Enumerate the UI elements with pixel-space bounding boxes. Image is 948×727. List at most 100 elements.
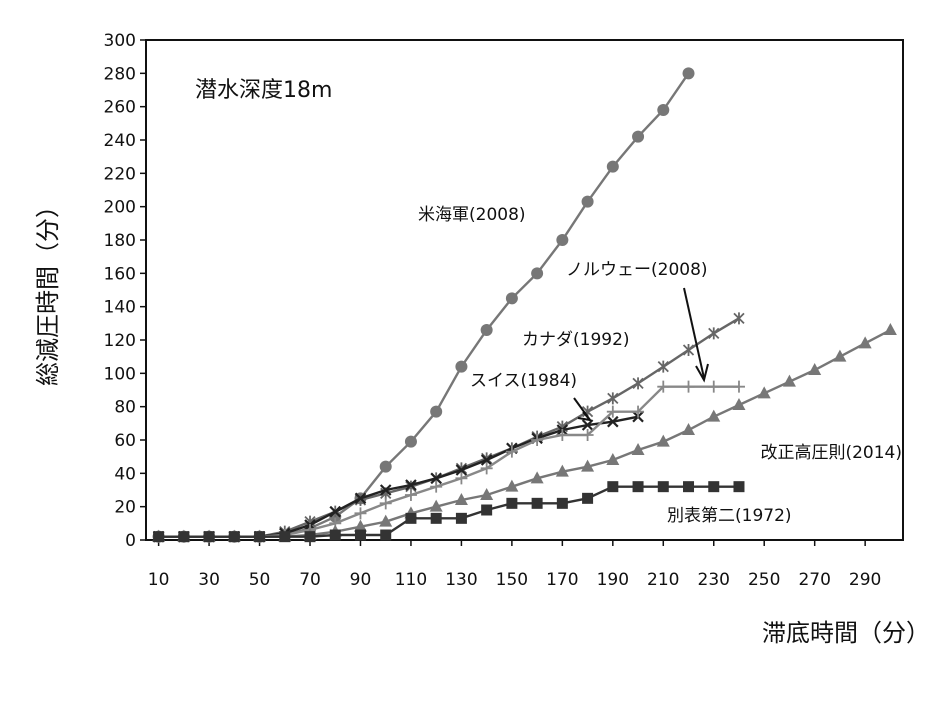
data-point	[582, 492, 594, 504]
data-point	[455, 472, 468, 485]
data-point	[883, 323, 897, 335]
y-tick-label: 40	[114, 464, 136, 484]
data-point	[606, 453, 620, 465]
x-tick-label: 10	[148, 570, 170, 590]
data-point	[379, 484, 392, 496]
data-point	[555, 464, 569, 477]
data-point	[354, 507, 367, 520]
x-tick-label: 270	[798, 570, 830, 590]
data-point	[178, 531, 190, 543]
data-point	[732, 398, 746, 410]
data-point	[379, 514, 393, 527]
data-point	[858, 336, 872, 349]
data-point	[581, 419, 594, 431]
data-point	[657, 380, 670, 393]
data-point	[581, 195, 594, 208]
data-point	[530, 471, 544, 484]
y-tick-label: 300	[104, 31, 136, 51]
y-tick-label: 220	[104, 164, 136, 184]
data-point	[682, 380, 695, 393]
x-tick-label: 250	[748, 570, 780, 590]
x-tick-label: 90	[350, 570, 372, 590]
data-point	[379, 460, 392, 473]
plot-area	[145, 39, 904, 541]
series-3	[152, 410, 644, 543]
data-point	[405, 479, 417, 491]
data-point	[531, 434, 544, 446]
data-point	[682, 423, 696, 435]
data-point	[556, 234, 569, 246]
data-point	[455, 360, 468, 373]
data-point	[657, 481, 669, 493]
data-point	[481, 504, 493, 516]
data-point	[505, 292, 518, 305]
data-point	[329, 505, 342, 518]
x-tick-label: 210	[647, 570, 679, 590]
data-point	[733, 312, 745, 325]
x-tick-label: 30	[198, 570, 220, 590]
y-axis-title: 総減圧時間（分）	[34, 194, 62, 386]
data-point	[732, 380, 745, 393]
data-point	[404, 435, 417, 448]
y-tick-label: 80	[114, 398, 136, 418]
data-point	[455, 512, 467, 524]
data-point	[505, 445, 518, 458]
x-tick-label: 230	[698, 570, 730, 590]
series-1	[152, 67, 695, 543]
data-point	[556, 429, 569, 441]
x-axis-title: 滞底時間（分）	[762, 619, 930, 647]
series-6	[153, 481, 745, 543]
series-label-1: 米海軍(2008)	[418, 205, 526, 225]
series-label-6: 別表第二(1972)	[667, 506, 792, 526]
data-point	[404, 489, 417, 501]
data-point	[153, 531, 165, 543]
data-point	[279, 531, 291, 543]
data-point	[353, 519, 367, 532]
data-point	[607, 481, 619, 493]
data-point	[430, 472, 442, 485]
data-point	[707, 380, 720, 393]
series-label-2: カナダ(1992)	[522, 330, 630, 350]
x-tick-label: 110	[395, 570, 427, 590]
y-tick-label: 140	[104, 298, 136, 318]
data-point	[733, 481, 745, 493]
data-point	[757, 386, 771, 399]
data-point	[683, 481, 695, 493]
data-point	[430, 405, 443, 418]
data-point	[531, 497, 543, 509]
data-point	[455, 464, 468, 476]
data-point	[429, 499, 443, 512]
data-point	[632, 377, 644, 390]
arrow-norway	[683, 287, 705, 379]
data-point	[304, 531, 316, 543]
data-point	[454, 493, 468, 505]
data-point	[808, 363, 822, 375]
data-point	[631, 443, 645, 455]
y-tick-label: 100	[104, 364, 136, 384]
data-point	[607, 415, 619, 428]
data-point	[606, 405, 619, 418]
y-tick-label: 260	[104, 98, 136, 118]
data-point	[430, 480, 443, 493]
x-tick-label: 170	[546, 570, 578, 590]
data-point	[228, 531, 240, 543]
series-line	[158, 385, 739, 538]
series-line	[158, 72, 690, 538]
y-tick-label: 240	[104, 131, 136, 151]
data-point	[782, 374, 796, 387]
data-point	[657, 104, 670, 116]
y-tick-label: 60	[114, 431, 136, 451]
data-point	[657, 360, 669, 373]
data-point	[505, 479, 519, 492]
data-point	[581, 429, 594, 441]
data-point	[632, 405, 645, 418]
data-point	[682, 344, 695, 356]
data-point	[656, 434, 670, 447]
data-point	[405, 512, 417, 524]
arrow-norway-head	[695, 363, 709, 383]
data-point	[531, 267, 544, 280]
data-point	[430, 512, 442, 524]
data-point	[203, 531, 215, 543]
y-tick-label: 200	[104, 198, 136, 218]
data-point	[607, 392, 619, 405]
